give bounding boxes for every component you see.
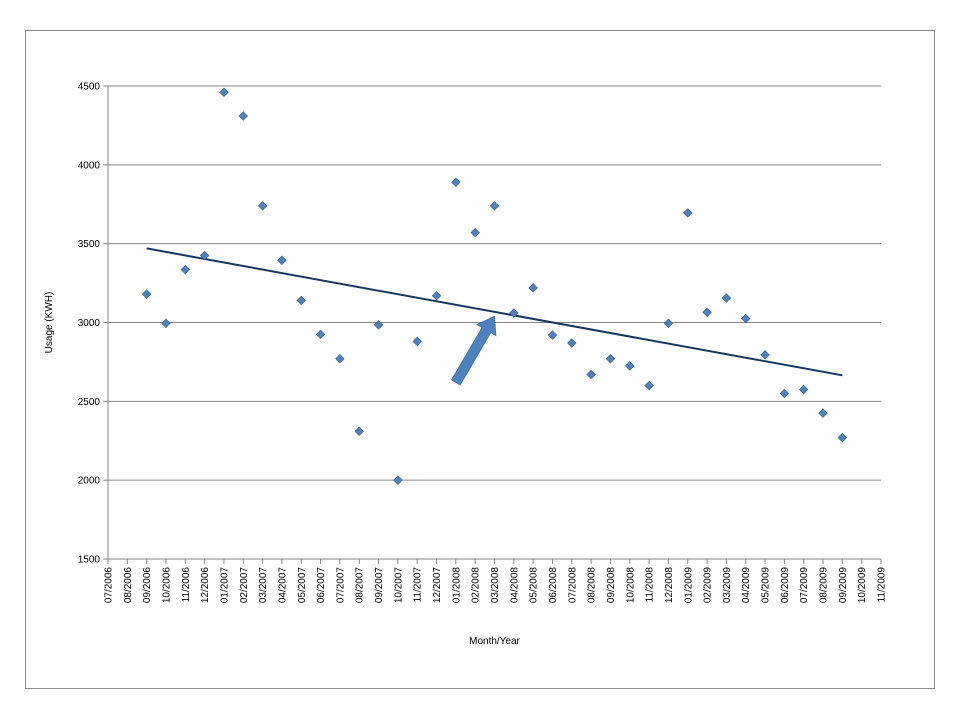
data-point xyxy=(605,354,616,364)
x-tick-label: 05/2008 xyxy=(529,567,540,604)
x-tick-labels: 07/2006 08/2006 09/2006 10/2006 11/2006 12/20… xyxy=(104,567,888,604)
trendline xyxy=(146,247,843,377)
x-tick-label: 07/2007 xyxy=(335,567,346,604)
scatter-chart: 1500 2000 2500 3000 3500 4000 4500 07/2006 08/2… xyxy=(44,82,888,648)
x-tick-label: 04/2009 xyxy=(741,567,752,604)
trendline-layer xyxy=(146,247,843,377)
data-point xyxy=(702,307,712,317)
x-tick-label: 06/2008 xyxy=(548,567,559,604)
x-tick-label: 09/2006 xyxy=(142,567,153,604)
data-point xyxy=(818,408,828,418)
x-tick-label: 01/2009 xyxy=(683,567,694,604)
data-point xyxy=(663,318,674,329)
data-point xyxy=(779,388,790,399)
annotation-arrow xyxy=(450,315,497,386)
y-tick-label: 2500 xyxy=(78,397,101,408)
x-tick-label: 09/2008 xyxy=(606,567,617,604)
x-tick-label: 11/2008 xyxy=(645,567,656,603)
y-tick-label: 3500 xyxy=(78,239,101,250)
x-tick-label: 12/2007 xyxy=(432,567,443,604)
x-tick-label: 11/2009 xyxy=(877,567,888,603)
x-tick-label: 09/2007 xyxy=(374,567,385,604)
data-point xyxy=(199,250,210,261)
data-point xyxy=(586,369,596,380)
x-tick-label: 08/2009 xyxy=(819,567,830,604)
data-point xyxy=(296,295,306,306)
data-point xyxy=(798,384,809,395)
x-tick-label: 05/2009 xyxy=(761,567,772,604)
x-tick-label: 01/2008 xyxy=(451,567,462,604)
x-tick-label: 02/2007 xyxy=(239,567,250,604)
x-tick-label: 08/2006 xyxy=(123,567,134,604)
x-tick-label: 09/2009 xyxy=(838,567,849,604)
x-tick-label: 08/2008 xyxy=(587,567,598,604)
x-tick-label: 11/2007 xyxy=(413,567,424,603)
annotation-layer xyxy=(450,315,497,386)
data-point xyxy=(335,354,345,364)
data-point xyxy=(721,293,732,303)
x-tick-label: 10/2007 xyxy=(393,567,404,604)
x-tick-label: 07/2006 xyxy=(104,567,115,604)
y-tick-label: 3000 xyxy=(78,318,101,329)
data-point xyxy=(373,320,384,330)
x-tick-label: 07/2009 xyxy=(799,567,810,604)
x-tick-label: 10/2008 xyxy=(625,567,636,604)
data-point xyxy=(277,255,287,265)
data-point xyxy=(219,87,229,98)
data-point xyxy=(547,330,558,340)
x-tick-label: 12/2006 xyxy=(200,567,211,604)
x-tick-label: 10/2006 xyxy=(161,567,172,604)
data-point xyxy=(315,329,326,340)
x-tick-label: 11/2006 xyxy=(181,567,192,603)
data-point xyxy=(238,111,248,121)
x-tick-label: 06/2009 xyxy=(780,567,791,604)
data-point xyxy=(760,350,770,360)
data-point xyxy=(567,338,577,348)
data-point xyxy=(257,201,268,211)
data-point xyxy=(393,475,403,485)
y-tick-labels: 1500 2000 2500 3000 3500 4000 4500 xyxy=(78,82,101,566)
data-points xyxy=(141,87,848,485)
y-tick-label: 2000 xyxy=(78,476,101,487)
data-point xyxy=(470,227,480,238)
x-tick-label: 04/2007 xyxy=(277,567,288,604)
data-point xyxy=(644,380,654,391)
y-axis-title: Usage (KWH) xyxy=(44,292,55,354)
gridlines xyxy=(108,85,881,481)
y-tick-label: 4000 xyxy=(78,160,101,171)
data-point xyxy=(431,290,442,301)
data-point xyxy=(141,289,152,299)
data-point xyxy=(683,208,693,218)
data-point xyxy=(354,426,364,437)
data-point xyxy=(837,432,848,443)
data-point xyxy=(741,313,751,324)
chart-frame: 1500 2000 2500 3000 3500 4000 4500 07/2006 08/2… xyxy=(25,30,935,689)
x-tick-label: 02/2009 xyxy=(703,567,714,604)
x-tick-label: 04/2008 xyxy=(509,567,520,604)
data-point xyxy=(509,308,519,318)
x-tick-label: 08/2007 xyxy=(355,567,366,604)
x-tick-label: 12/2008 xyxy=(664,567,675,604)
x-tick-label: 05/2007 xyxy=(297,567,308,604)
data-point xyxy=(161,318,171,329)
x-tick-label: 03/2007 xyxy=(258,567,269,604)
data-point xyxy=(451,177,461,187)
x-tick-label: 07/2008 xyxy=(567,567,578,604)
x-tick-label: 03/2009 xyxy=(722,567,733,604)
x-tick-label: 06/2007 xyxy=(316,567,327,604)
y-tick-label: 1500 xyxy=(78,555,101,566)
data-point xyxy=(528,283,538,293)
axes xyxy=(103,85,882,564)
data-point xyxy=(412,336,422,347)
data-point xyxy=(625,361,635,371)
x-axis-title: Month/Year xyxy=(469,636,520,647)
x-tick-label: 10/2009 xyxy=(857,567,868,604)
y-tick-label: 4500 xyxy=(78,82,101,93)
x-tick-label: 03/2008 xyxy=(490,567,501,604)
data-point xyxy=(180,264,191,275)
data-point xyxy=(489,201,500,211)
x-tick-label: 01/2007 xyxy=(219,567,230,604)
x-tick-label: 02/2008 xyxy=(471,567,482,604)
